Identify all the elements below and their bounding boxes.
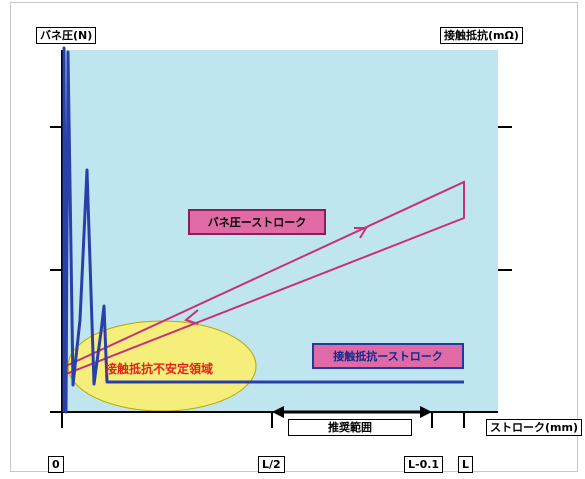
x-tick-label-l: L [458,456,474,473]
x-axis-label: ストローク(mm) [486,419,582,436]
x-tick-label-half: L/2 [258,456,285,473]
x-tick-label-0: 0 [48,456,64,473]
spring-loading-arrow [354,227,368,239]
contact-resistance-curve [62,46,464,414]
range-arrow-left-head [272,406,284,418]
recommended-range-label: 推奨範囲 [288,419,412,436]
range-arrow-right-head [420,406,432,418]
unstable-region-label: 接触抵抗不安定領域 [105,362,214,376]
contact-resistance-series-label: 接触抵抗ーストローク [312,343,464,369]
spring-pressure-series-label: バネ圧ーストローク [188,209,326,235]
y-right-axis-label: 接触抵抗(mΩ) [440,27,523,44]
y-left-axis-label: バネ圧(N) [36,27,97,44]
spring-unloading-arrow [183,309,199,325]
x-tick-label-l-minus: L-0.1 [404,456,444,473]
